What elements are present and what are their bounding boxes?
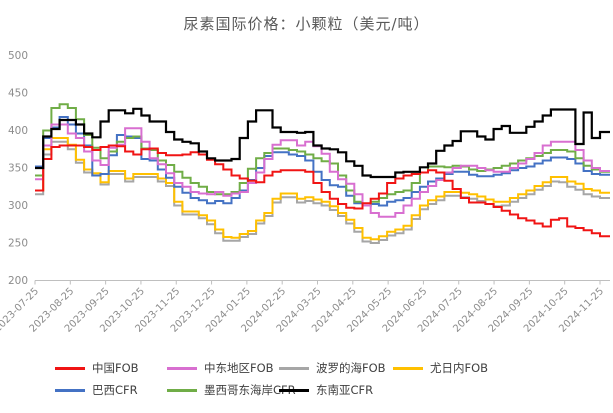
legend-swatch-icon (279, 388, 309, 392)
legend-item-巴西CFR: 巴西CFR (55, 380, 138, 400)
y-axis-tick-label: 200 (8, 275, 28, 287)
series-line-东南亚CFR (35, 107, 610, 179)
legend-swatch-icon (55, 366, 85, 370)
y-axis-tick-label: 400 (8, 125, 28, 137)
chart-title: 尿素国际价格：小颗粒（美元/吨） (183, 15, 430, 33)
legend-label: 尤日内FOB (430, 361, 489, 375)
legend-label: 东南亚CFR (316, 383, 374, 397)
series-line-墨西哥东海岸CFR (35, 103, 610, 207)
legend-row: 巴西CFR 墨西哥东海岸CFR 东南亚CFR (0, 380, 613, 400)
legend-swatch-icon (167, 366, 197, 370)
y-axis-tick-label: 300 (8, 200, 28, 212)
series-line-中国FOB (35, 144, 610, 238)
legend-item-中国FOB: 中国FOB (55, 358, 139, 378)
y-axis-tick-label: 500 (8, 50, 28, 62)
legend-item-东南亚CFR: 东南亚CFR (279, 380, 373, 400)
series-line-尤日内FOB (35, 137, 610, 241)
legend-row: 中国FOB 中东地区FOB 波罗的海FOB 尤日内FOB (0, 358, 613, 378)
legend-item-尤日内FOB: 尤日内FOB (393, 358, 488, 378)
legend-item-波罗的海FOB: 波罗的海FOB (279, 358, 386, 378)
y-axis-tick-label: 450 (8, 88, 28, 100)
legend-label: 中国FOB (92, 361, 139, 375)
legend-swatch-icon (55, 388, 85, 392)
legend-item-中东地区FOB: 中东地区FOB (167, 358, 274, 378)
legend-label: 巴西CFR (92, 383, 138, 397)
legend-label: 波罗的海FOB (316, 361, 386, 375)
y-axis-tick-label: 350 (8, 163, 28, 175)
legend-item-墨西哥东海岸CFR: 墨西哥东海岸CFR (167, 380, 296, 400)
legend-label: 中东地区FOB (204, 361, 274, 375)
legend-swatch-icon (393, 366, 423, 370)
legend-swatch-icon (167, 388, 197, 392)
legend-swatch-icon (279, 366, 309, 370)
y-axis-tick-label: 250 (8, 238, 28, 250)
legend-label: 墨西哥东海岸CFR (204, 383, 296, 397)
